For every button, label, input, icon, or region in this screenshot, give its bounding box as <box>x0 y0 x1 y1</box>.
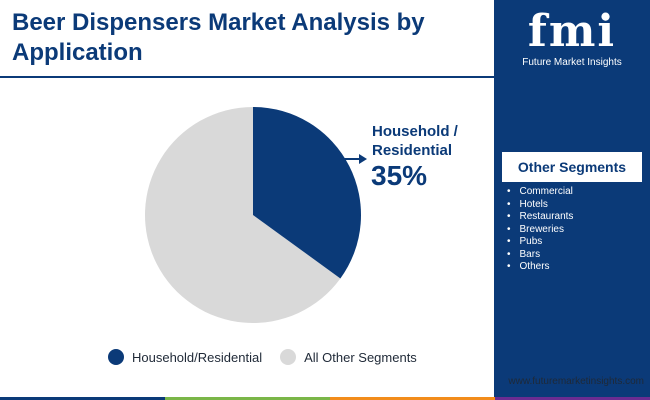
page-title: Beer Dispensers Market Analysis by Appli… <box>12 9 425 66</box>
segment-item: Restaurants <box>504 211 574 224</box>
callout-label: Household / Residential <box>372 123 458 159</box>
segment-item: Hotels <box>504 199 573 212</box>
sidebar: fmi Future Market Insights Other Segment… <box>494 0 650 400</box>
bottom-bar-segment <box>330 397 495 400</box>
segment-item: Breweries <box>504 224 573 237</box>
segment-item: Bars <box>504 249 573 262</box>
legend-item-household: Household/Residential <box>108 349 262 365</box>
pie-slice-others <box>145 107 341 323</box>
legend-label-household: Household/Residential <box>132 349 263 365</box>
bottom-bar-segment <box>165 397 330 400</box>
bottom-color-bar <box>0 397 650 400</box>
fmi-logo: fmi Future Market Insights <box>510 6 634 72</box>
legend-item-others: All Other Segments <box>280 349 417 365</box>
other-segments-title: Other Segments <box>502 152 642 182</box>
callout-value: 35% <box>371 160 428 191</box>
segment-item: Pubs <box>504 236 573 249</box>
bottom-bar-segment <box>495 397 650 400</box>
website-link[interactable]: www.futuremarketinsights.com <box>508 376 644 387</box>
pie-chart <box>145 107 367 323</box>
bottom-bar-segment <box>0 397 165 400</box>
callout-arrow-head <box>359 154 367 164</box>
segment-item: Others <box>504 261 573 274</box>
segment-item: Commercial <box>504 186 573 199</box>
logo-mark: fmi <box>527 6 617 57</box>
pie-slice-household <box>253 107 362 279</box>
chart-legend: Household/Residential All Other Segments <box>108 349 435 365</box>
logo-text: Future Market Insights <box>522 57 622 68</box>
legend-label-others: All Other Segments <box>304 349 417 365</box>
legend-swatch-household <box>108 349 124 365</box>
other-segments-list: Commercial Hotels Restaurants Breweries … <box>504 186 574 274</box>
title-divider <box>0 76 494 78</box>
legend-swatch-others <box>280 349 297 365</box>
